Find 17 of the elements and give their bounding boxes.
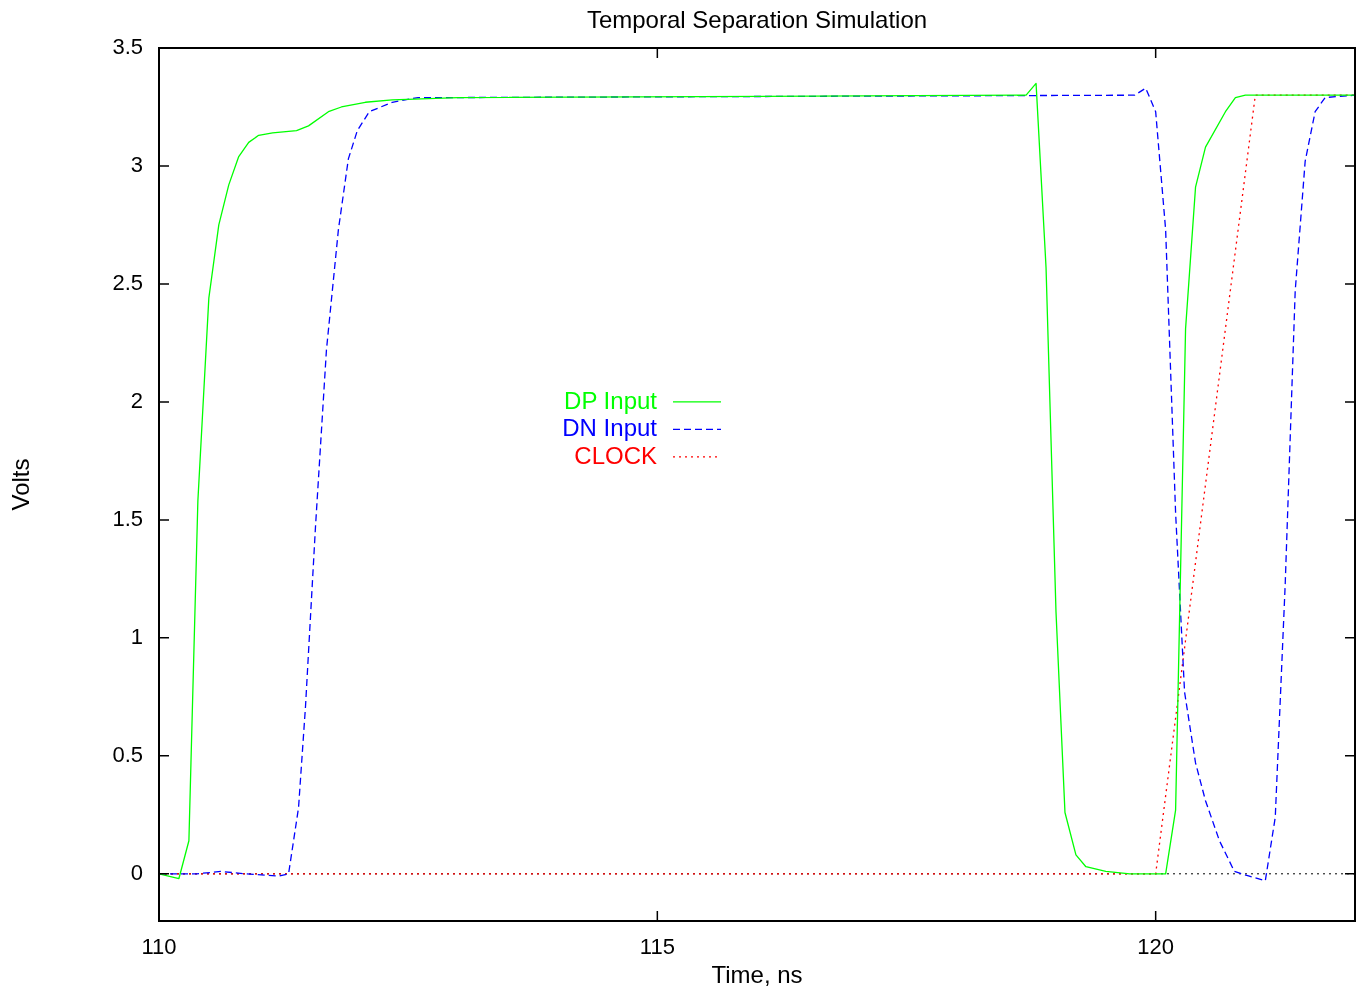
y-tick-label: 1.5: [112, 505, 143, 531]
x-tick-label: 120: [1137, 934, 1175, 960]
y-tick-label: 1: [130, 623, 143, 649]
chart-title: Temporal Separation Simulation: [586, 5, 928, 33]
y-tick-label: 0.5: [112, 741, 143, 767]
legend-label: DN Input: [562, 414, 658, 442]
x-tick-label: 115: [639, 934, 675, 960]
y-tick-label: 3: [130, 152, 143, 178]
y-tick-label: 3.5: [112, 34, 143, 60]
x-axis-title: Time, ns: [711, 960, 803, 988]
y-axis-title: Volts: [6, 458, 34, 511]
legend-label: CLOCK: [574, 441, 657, 469]
x-tick-label: 110: [141, 934, 177, 960]
y-tick-label: 2.5: [112, 270, 143, 296]
legend-label: DP Input: [564, 386, 658, 414]
y-tick-label: 2: [130, 387, 143, 413]
y-tick-label: 0: [130, 859, 143, 885]
